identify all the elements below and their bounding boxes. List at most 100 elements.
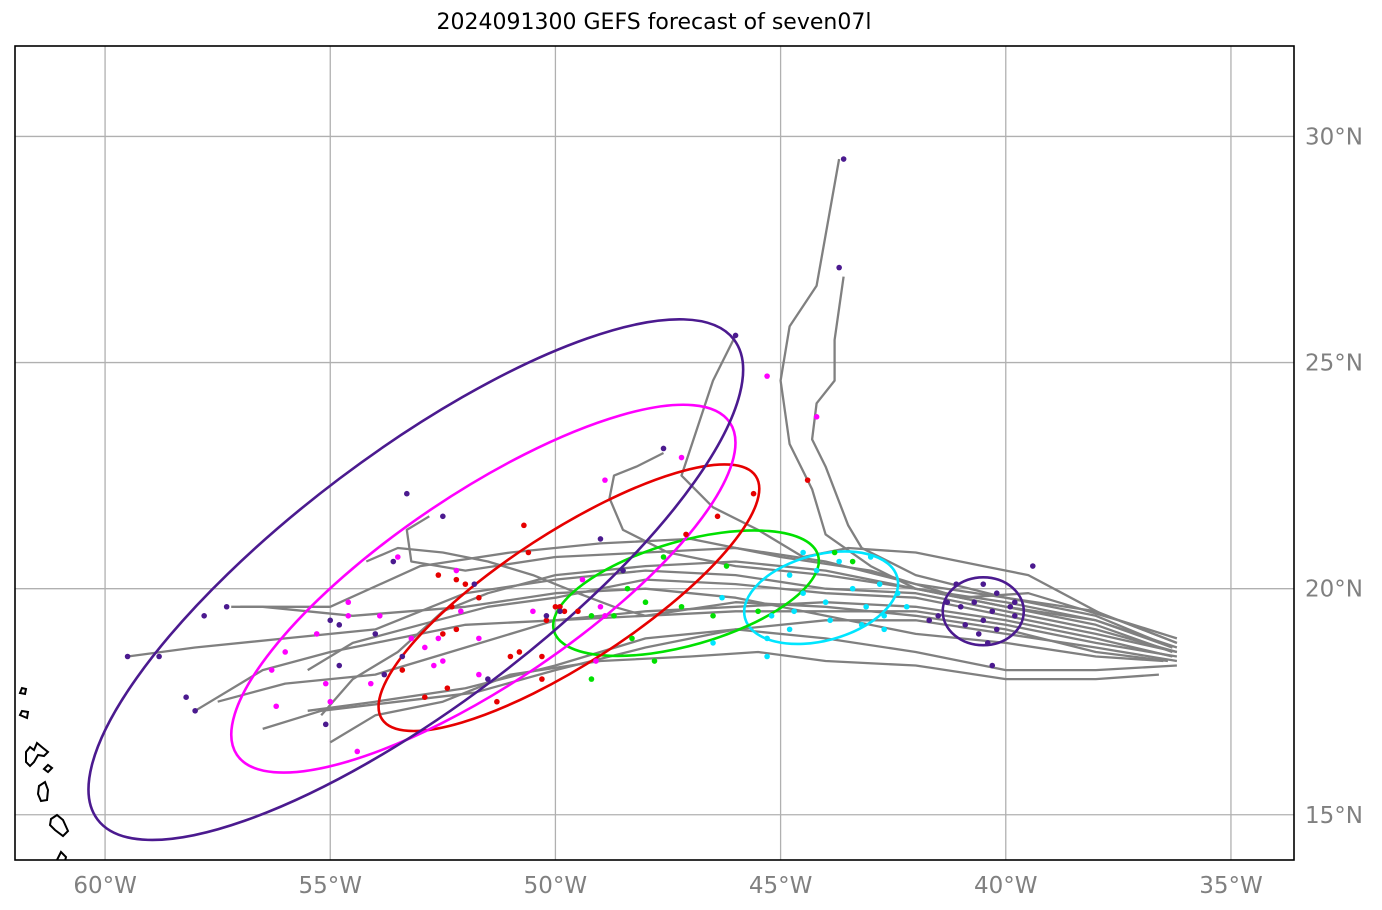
forecast-point [223, 603, 230, 610]
forecast-point [183, 694, 189, 700]
forecast-point [539, 653, 545, 660]
forecast-point [989, 662, 996, 669]
forecast-point [201, 613, 207, 619]
ensemble-track [608, 451, 1173, 649]
forecast-point [449, 603, 455, 610]
forecast-point [345, 599, 352, 606]
forecast-point [440, 658, 446, 664]
forecast-point [557, 608, 563, 615]
forecast-point [984, 640, 991, 646]
forecast-point [629, 635, 635, 642]
forecast-point [800, 590, 806, 596]
ensemble-track [329, 650, 1159, 744]
ensemble-track [680, 334, 1178, 640]
forecast-point [453, 626, 460, 633]
forecast-point [660, 554, 667, 560]
forecast-point [588, 613, 595, 619]
forecast-point [372, 631, 379, 637]
forecast-point [476, 671, 482, 678]
forecast-point [404, 490, 410, 497]
map-title: 2024091300 GEFS forecast of seven07l [436, 10, 872, 35]
forecast-point [831, 549, 838, 556]
forecast-point [786, 626, 793, 633]
forecast-point [440, 631, 446, 637]
forecast-point [376, 613, 383, 619]
longitude-labels: 60°W 55°W 50°W 45°W 40°W 35°W [73, 873, 1262, 899]
forecast-point [683, 531, 689, 538]
forecast-point [678, 454, 685, 461]
forecast-point [935, 613, 942, 619]
forecast-point [381, 671, 388, 678]
forecast-point [962, 622, 969, 628]
forecast-point [192, 707, 198, 714]
forecast-point [471, 581, 478, 587]
forecast-point [543, 613, 550, 619]
coastline [18, 686, 70, 860]
forecast-point [156, 653, 162, 660]
forecast-point [354, 748, 361, 755]
forecast-point [804, 477, 811, 483]
forecast-point [521, 522, 527, 529]
forecast-point [894, 590, 901, 596]
forecast-point [827, 617, 833, 624]
uncertainty-ellipse [377, 463, 761, 733]
forecast-point [980, 617, 987, 624]
island-st-lucia [56, 850, 68, 860]
forecast-point [813, 567, 820, 574]
latitude-labels: 15°N 20°N 25°N 30°N [1305, 124, 1363, 828]
ensemble-track [262, 628, 1177, 730]
forecast-point [993, 590, 1000, 596]
ensemble-track [320, 560, 1178, 717]
forecast-point [327, 617, 334, 624]
forecast-point [719, 594, 725, 601]
uncertainty-ellipse [742, 550, 900, 646]
forecast-point [1007, 603, 1014, 610]
forecast-point [867, 554, 874, 560]
forecast-point [836, 264, 842, 271]
ensemble-track [307, 578, 1178, 672]
forecast-point [444, 685, 451, 691]
forecast-point [322, 680, 329, 687]
forecast-point [422, 644, 428, 651]
forecast-point [282, 649, 289, 655]
forecast-point [440, 513, 446, 520]
forecast-point [322, 721, 329, 728]
forecast-point [462, 581, 469, 587]
forecast-point [975, 631, 982, 637]
forecast-point [431, 662, 437, 669]
forecast-point [327, 698, 334, 705]
forecast-point [593, 658, 599, 664]
forecast-point [971, 599, 978, 606]
forecast-point [660, 445, 667, 452]
forecast-point [1011, 599, 1018, 606]
forecast-point [453, 576, 460, 583]
ensemble-track [810, 276, 1178, 644]
lat-tick-label: 30°N [1305, 124, 1363, 150]
forecast-point [710, 613, 716, 619]
forecast-point [539, 676, 545, 682]
forecast-point [768, 613, 775, 619]
lon-tick-label: 40°W [974, 873, 1038, 899]
island-small-3 [42, 763, 54, 774]
forecast-point [714, 513, 721, 520]
forecast-point [507, 653, 514, 660]
forecast-point [800, 549, 806, 556]
forecast-point [863, 603, 869, 610]
forecast-point [903, 603, 910, 610]
forecast-point [953, 581, 960, 587]
forecast-point [530, 608, 536, 615]
forecast-point [399, 653, 406, 660]
gridlines [15, 46, 1294, 860]
forecast-point [957, 603, 964, 610]
forecast-point [723, 563, 730, 569]
forecast-point [476, 635, 482, 642]
forecast-point [579, 576, 586, 583]
forecast-point [516, 649, 523, 655]
lat-tick-label: 25°N [1305, 351, 1363, 377]
uncertainty-ellipse [87, 318, 745, 842]
lon-tick-label: 35°W [1199, 873, 1263, 899]
forecast-point [678, 603, 685, 610]
forecast-point [268, 667, 275, 673]
island-guadeloupe [25, 741, 50, 768]
forecast-point [813, 414, 820, 420]
